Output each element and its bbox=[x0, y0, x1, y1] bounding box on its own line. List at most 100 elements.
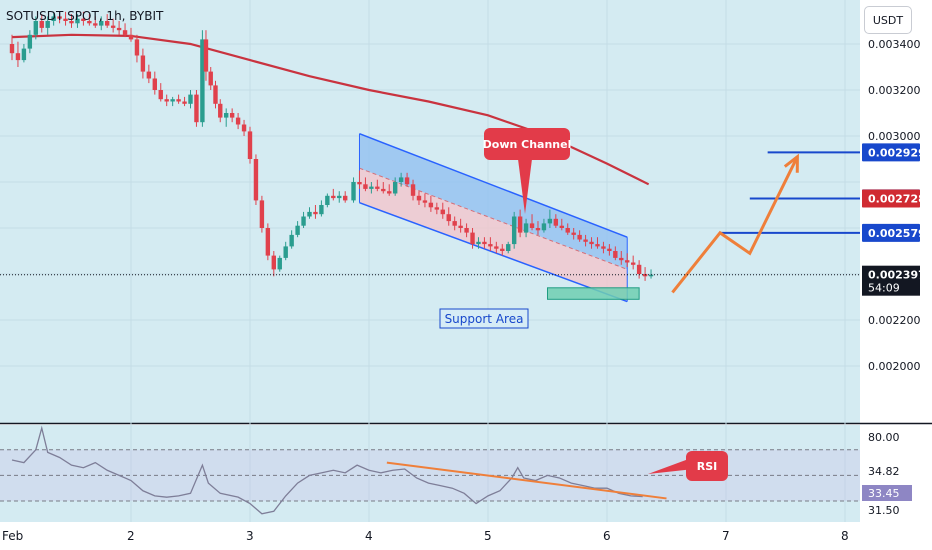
candle-body bbox=[313, 211, 318, 215]
candle-body bbox=[218, 103, 223, 118]
candle-body bbox=[51, 16, 56, 21]
candle-body bbox=[146, 71, 152, 79]
candle-body bbox=[511, 216, 517, 245]
candle-body bbox=[625, 260, 630, 263]
candle-body bbox=[523, 223, 529, 233]
candle-body bbox=[331, 195, 336, 199]
candle-body bbox=[301, 216, 306, 226]
currency-selector[interactable]: USDT bbox=[864, 6, 912, 34]
rsi-tick-label: 80.00 bbox=[868, 431, 900, 444]
countdown-text: 54:09 bbox=[868, 282, 900, 295]
candle-body bbox=[565, 228, 570, 233]
rsi-value-text: 33.45 bbox=[868, 487, 900, 500]
candle-body bbox=[577, 234, 582, 240]
candle-body bbox=[152, 78, 157, 90]
candle-body bbox=[27, 34, 33, 49]
candle-body bbox=[500, 248, 505, 251]
candle-body bbox=[337, 195, 342, 199]
candle-body bbox=[387, 191, 392, 194]
candle-body bbox=[289, 234, 294, 247]
candle-body bbox=[116, 27, 122, 31]
price-tick-label: 0.002200 bbox=[868, 314, 921, 327]
down-channel-callout-text: Down Channel bbox=[483, 138, 572, 151]
target-badge-1-box bbox=[862, 143, 920, 162]
candle-body bbox=[343, 195, 348, 201]
candle-body bbox=[506, 244, 511, 251]
candle-body bbox=[247, 131, 253, 159]
rsi-callout-box bbox=[686, 451, 728, 481]
candle-body bbox=[21, 48, 27, 61]
candle-body bbox=[446, 214, 451, 222]
price-axis[interactable] bbox=[860, 0, 932, 522]
candle-body bbox=[434, 207, 440, 210]
candle-body bbox=[164, 99, 169, 102]
candle-body bbox=[295, 225, 300, 235]
candle-body bbox=[15, 53, 21, 61]
candle-body bbox=[541, 223, 547, 231]
candle-body bbox=[128, 34, 134, 40]
target-badge-3-text: 0.002579 bbox=[868, 227, 926, 240]
candle-body bbox=[105, 21, 110, 26]
candle-body bbox=[33, 21, 38, 35]
channel-lower-line bbox=[359, 201, 628, 303]
candle-body bbox=[476, 241, 481, 245]
axis-badges: 0.0029290.0027290.0027280.0025790.002397… bbox=[862, 143, 926, 501]
candle-body bbox=[45, 21, 50, 28]
candle-body bbox=[392, 182, 398, 194]
candle-body bbox=[547, 218, 553, 224]
candle-body bbox=[422, 200, 428, 203]
candle-body bbox=[488, 244, 493, 247]
candle-body bbox=[57, 16, 62, 19]
chart-title: SOTUSDT SPOT, 1h, BYBIT bbox=[6, 9, 164, 23]
candle-body bbox=[571, 232, 576, 235]
target-lines bbox=[720, 151, 860, 234]
candle-body bbox=[458, 225, 463, 228]
candle-body bbox=[122, 30, 128, 35]
candle-body bbox=[277, 257, 282, 270]
candle-body bbox=[39, 21, 44, 28]
support-zone-box bbox=[547, 287, 640, 300]
candle-body bbox=[369, 186, 374, 189]
candle-body bbox=[351, 182, 356, 201]
candle-body bbox=[110, 25, 116, 28]
candle-body bbox=[87, 21, 92, 24]
candle-body bbox=[253, 159, 259, 201]
candle-body bbox=[553, 218, 559, 226]
candle-body bbox=[170, 99, 175, 102]
candle-body bbox=[470, 232, 475, 245]
candle-body bbox=[307, 211, 312, 217]
candle-body bbox=[259, 200, 265, 228]
down-channel-callout-pointer bbox=[518, 159, 532, 214]
channel-upper-line bbox=[359, 133, 628, 238]
candle-body bbox=[619, 257, 624, 261]
candle-body bbox=[235, 117, 241, 125]
candle-body bbox=[583, 239, 588, 242]
candle-body bbox=[494, 246, 499, 249]
candle-body bbox=[440, 209, 445, 215]
rsi-callout-text: RSI bbox=[697, 460, 718, 473]
channel-middle-line bbox=[359, 167, 628, 270]
time-axis[interactable] bbox=[0, 522, 860, 550]
price-tick-label: 0.002000 bbox=[868, 360, 921, 373]
projected-path bbox=[671, 153, 799, 294]
candle-body bbox=[140, 55, 146, 72]
callouts: Down Channel Support Area RSI bbox=[439, 128, 728, 481]
candle-body bbox=[208, 71, 213, 86]
candle-body bbox=[69, 21, 74, 24]
target-badge-3-box bbox=[862, 223, 920, 242]
candle-body bbox=[404, 177, 410, 185]
ma-badge-text: 0.002728 bbox=[868, 193, 926, 206]
candle-body bbox=[648, 274, 654, 277]
candles bbox=[9, 11, 654, 281]
time-tick-label: Feb bbox=[2, 529, 23, 543]
candle-body bbox=[381, 188, 386, 192]
candle-body bbox=[398, 177, 404, 182]
candle-body bbox=[410, 184, 416, 196]
channel-upper-fill bbox=[359, 133, 628, 270]
price-tick-label: 0.003000 bbox=[868, 130, 921, 143]
candle-body bbox=[203, 39, 209, 72]
candle-body bbox=[357, 182, 362, 185]
candle-body bbox=[188, 94, 193, 104]
candle-body bbox=[213, 85, 218, 104]
